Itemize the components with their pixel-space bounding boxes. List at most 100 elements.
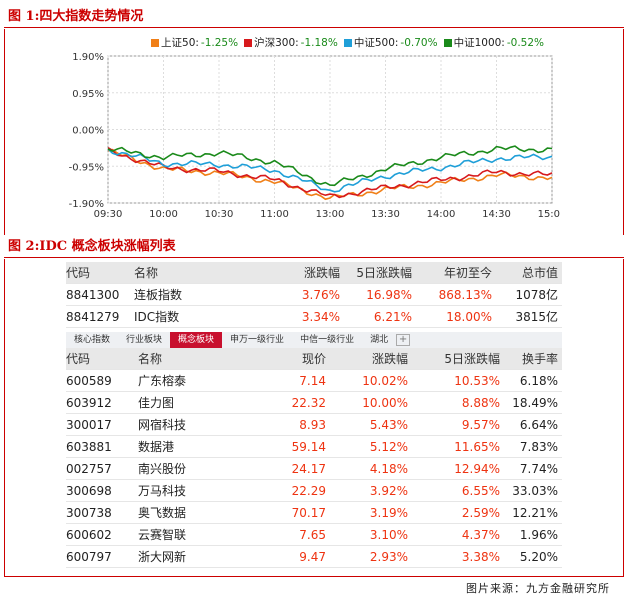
tab-2[interactable]: 概念板块: [170, 332, 223, 348]
legend-swatch: [343, 38, 352, 47]
table-cell: 10.53%: [454, 374, 500, 388]
table-cell: 002757: [66, 462, 112, 476]
column-header[interactable]: 5日涨跌幅: [444, 352, 500, 366]
chart-legend: 上证50: -1.25% 沪深300: -1.18% 中证500: -0.70% 中证100…: [151, 35, 544, 50]
table-cell: 9.47: [299, 550, 326, 564]
column-header[interactable]: 5日涨跌幅: [356, 266, 412, 280]
table-cell: 9.57%: [461, 418, 500, 432]
table-cell: 3.38%: [461, 550, 500, 564]
table-cell: 3.92%: [369, 484, 408, 498]
table-cell: 1078亿: [515, 288, 558, 302]
table-cell: 7.74%: [519, 462, 558, 476]
x-tick-label: 15:00: [538, 209, 560, 220]
table-cell: 11.65%: [454, 440, 500, 454]
table-cell: 云赛智联: [138, 528, 187, 542]
table-cell: 868.13%: [438, 288, 492, 302]
legend-item: 中证1000: -0.52%: [443, 35, 544, 50]
series-line: [107, 148, 553, 193]
tab-5[interactable]: 湖北: [370, 335, 389, 345]
column-header[interactable]: 代码: [66, 352, 91, 366]
legend-label: 沪深300:: [254, 37, 299, 49]
stock-table: 代码 名称 现价 涨跌幅 5日涨跌幅 换手率 600589 广东榕泰 7.14 10.02% 10.…: [66, 348, 562, 568]
bottom-divider: [4, 576, 624, 577]
table-cell: 万马科技: [138, 484, 187, 498]
table-cell: 22.32: [291, 396, 326, 410]
tab-3[interactable]: 申万一级行业: [230, 335, 285, 345]
column-header[interactable]: 年初至今: [443, 266, 492, 280]
add-tab-icon[interactable]: +: [396, 334, 411, 346]
tab-0[interactable]: 核心指数: [74, 335, 111, 345]
table-row[interactable]: 603881 数据港 59.14 5.12% 11.65% 7.83%: [66, 436, 562, 458]
table-row[interactable]: 600589 广东榕泰 7.14 10.02% 10.53% 6.18%: [66, 370, 562, 392]
index-trend-chart: 1.90% 0.95% 0.00% -0.95% -1.90%09:30 10:00 10:…: [69, 52, 560, 220]
table-cell: 70.17: [291, 506, 326, 520]
table-cell: 18.49%: [512, 396, 558, 410]
table-cell: 2.59%: [461, 506, 500, 520]
table-cell: 佳力图: [138, 396, 175, 410]
column-header[interactable]: 代码: [66, 266, 91, 280]
x-tick-label: 14:30: [482, 209, 511, 220]
column-header[interactable]: 涨跌幅: [371, 352, 408, 366]
table-cell: IDC指数: [134, 310, 180, 324]
legend-swatch: [244, 38, 253, 47]
table-cell: 24.17: [291, 462, 326, 476]
legend-label: 上证50:: [161, 37, 199, 49]
table-cell: 3.19%: [369, 506, 408, 520]
figure1-title: 图 1:四大指数走势情况: [4, 6, 624, 28]
y-tick-label: -1.90%: [69, 199, 104, 210]
tab-4[interactable]: 中信一级行业: [300, 335, 355, 345]
series-line: [107, 148, 553, 201]
series-line: [107, 147, 553, 199]
table-row[interactable]: 002757 南兴股份 24.17 4.18% 12.94% 7.74%: [66, 458, 562, 480]
column-header[interactable]: 现价: [301, 352, 326, 366]
table-cell: 8841279: [66, 310, 120, 324]
legend-label: 中证1000:: [453, 37, 505, 49]
table-row[interactable]: 600797 浙大网新 9.47 2.93% 3.38% 5.20%: [66, 546, 562, 568]
legend-value: -1.18%: [300, 36, 338, 49]
series-line: [107, 145, 553, 187]
table-cell: 奥飞数据: [138, 506, 187, 520]
tab-1[interactable]: 行业板块: [126, 335, 163, 345]
table-cell: 连板指数: [134, 288, 183, 302]
y-tick-label: 0.95%: [72, 89, 104, 100]
source-note: 图片来源：九方金融研究所: [466, 582, 610, 595]
table-cell: 7.83%: [519, 440, 558, 454]
table-cell: 网宿科技: [138, 418, 187, 432]
table-row[interactable]: 8841279 IDC指数 3.34% 6.21% 18.00% 3815亿: [66, 306, 562, 328]
table-cell: 603881: [66, 440, 112, 454]
table-header: 代码 名称 涨跌幅 5日涨跌幅 年初至今 总市值: [66, 262, 562, 284]
y-tick-label: -0.95%: [69, 162, 104, 173]
table-cell: 600797: [66, 550, 112, 564]
table-cell: 59.14: [291, 440, 326, 454]
figure2-title: 图 2:IDC 概念板块涨幅列表: [4, 236, 624, 258]
table-row[interactable]: 600602 云赛智联 7.65 3.10% 4.37% 1.96%: [66, 524, 562, 546]
table-row[interactable]: 300017 网宿科技 8.93 5.43% 9.57% 6.64%: [66, 414, 562, 436]
legend-value: -0.52%: [506, 36, 544, 49]
column-header[interactable]: 涨跌幅: [303, 266, 340, 280]
table-cell: 8841300: [66, 288, 120, 302]
index-table: 代码 名称 涨跌幅 5日涨跌幅 年初至今 总市值 8841300 连板指数 3.76% 16.98…: [66, 262, 562, 328]
table-header: 代码 名称 现价 涨跌幅 5日涨跌幅 换手率: [66, 348, 562, 370]
legend-value: -0.70%: [400, 36, 438, 49]
legend-item: 中证500: -0.70%: [343, 35, 438, 50]
x-tick-label: 10:30: [205, 209, 234, 220]
column-header[interactable]: 换手率: [521, 352, 558, 366]
table-cell: 7.14: [299, 374, 326, 388]
table-cell: 6.64%: [519, 418, 558, 432]
column-header[interactable]: 名称: [138, 352, 163, 366]
table-cell: 300698: [66, 484, 112, 498]
table-cell: 33.03%: [512, 484, 558, 498]
table-row[interactable]: 603912 佳力图 22.32 10.00% 8.88% 18.49%: [66, 392, 562, 414]
legend-swatch: [151, 38, 160, 47]
legend-item: 沪深300: -1.18%: [244, 35, 338, 50]
table-cell: 4.37%: [461, 528, 500, 542]
table-row[interactable]: 8841300 连板指数 3.76% 16.98% 868.13% 1078亿: [66, 284, 562, 306]
column-header[interactable]: 名称: [134, 266, 159, 280]
legend-swatch: [443, 38, 452, 47]
table-row[interactable]: 300738 奥飞数据 70.17 3.19% 2.59% 12.21%: [66, 502, 562, 524]
table-cell: 3.76%: [301, 288, 340, 302]
x-tick-label: 13:00: [316, 209, 345, 220]
table-cell: 300738: [66, 506, 112, 520]
table-row[interactable]: 300698 万马科技 22.29 3.92% 6.55% 33.03%: [66, 480, 562, 502]
column-header[interactable]: 总市值: [521, 266, 558, 280]
